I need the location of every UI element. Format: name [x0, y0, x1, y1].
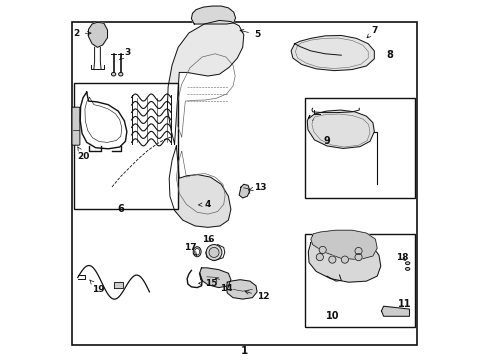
Circle shape [328, 256, 335, 263]
Polygon shape [191, 6, 235, 24]
Ellipse shape [111, 72, 116, 76]
Polygon shape [239, 184, 249, 198]
Ellipse shape [405, 267, 409, 270]
Text: 2: 2 [73, 29, 91, 38]
Text: 4: 4 [198, 200, 211, 209]
Polygon shape [167, 21, 244, 144]
Polygon shape [290, 36, 373, 71]
Circle shape [354, 247, 362, 255]
Text: 14: 14 [215, 278, 232, 293]
Text: 12: 12 [244, 291, 269, 301]
Bar [305, 98, 414, 198]
Ellipse shape [194, 248, 199, 255]
Polygon shape [381, 306, 408, 316]
Circle shape [206, 244, 222, 260]
Text: 9: 9 [323, 136, 330, 146]
Text: 5: 5 [240, 30, 260, 39]
Text: 19: 19 [90, 280, 104, 294]
Text: 7: 7 [366, 26, 377, 38]
Text: 13: 13 [248, 183, 266, 192]
Text: 8: 8 [386, 50, 392, 60]
Polygon shape [308, 237, 380, 282]
Text: 11: 11 [398, 299, 411, 309]
Text: 17: 17 [183, 243, 196, 256]
Text: 3: 3 [120, 48, 131, 59]
Ellipse shape [193, 247, 201, 257]
Text: 18: 18 [395, 253, 407, 262]
Bar [305, 234, 414, 327]
Polygon shape [310, 230, 376, 260]
Text: 15: 15 [198, 279, 217, 288]
Circle shape [316, 253, 323, 261]
Circle shape [341, 256, 348, 263]
Text: 6: 6 [117, 204, 124, 215]
Ellipse shape [405, 262, 409, 265]
Text: 20: 20 [78, 147, 90, 161]
Text: 16: 16 [201, 235, 214, 244]
Circle shape [354, 253, 362, 261]
Polygon shape [306, 110, 373, 148]
Polygon shape [199, 268, 230, 288]
Text: 10: 10 [325, 311, 338, 320]
FancyBboxPatch shape [72, 107, 80, 145]
Ellipse shape [119, 72, 122, 76]
Circle shape [319, 246, 325, 253]
Polygon shape [226, 280, 257, 299]
Bar [74, 83, 178, 209]
Polygon shape [114, 282, 122, 288]
Circle shape [208, 247, 219, 257]
Polygon shape [169, 146, 230, 227]
Polygon shape [88, 22, 107, 47]
Text: 1: 1 [241, 346, 247, 356]
